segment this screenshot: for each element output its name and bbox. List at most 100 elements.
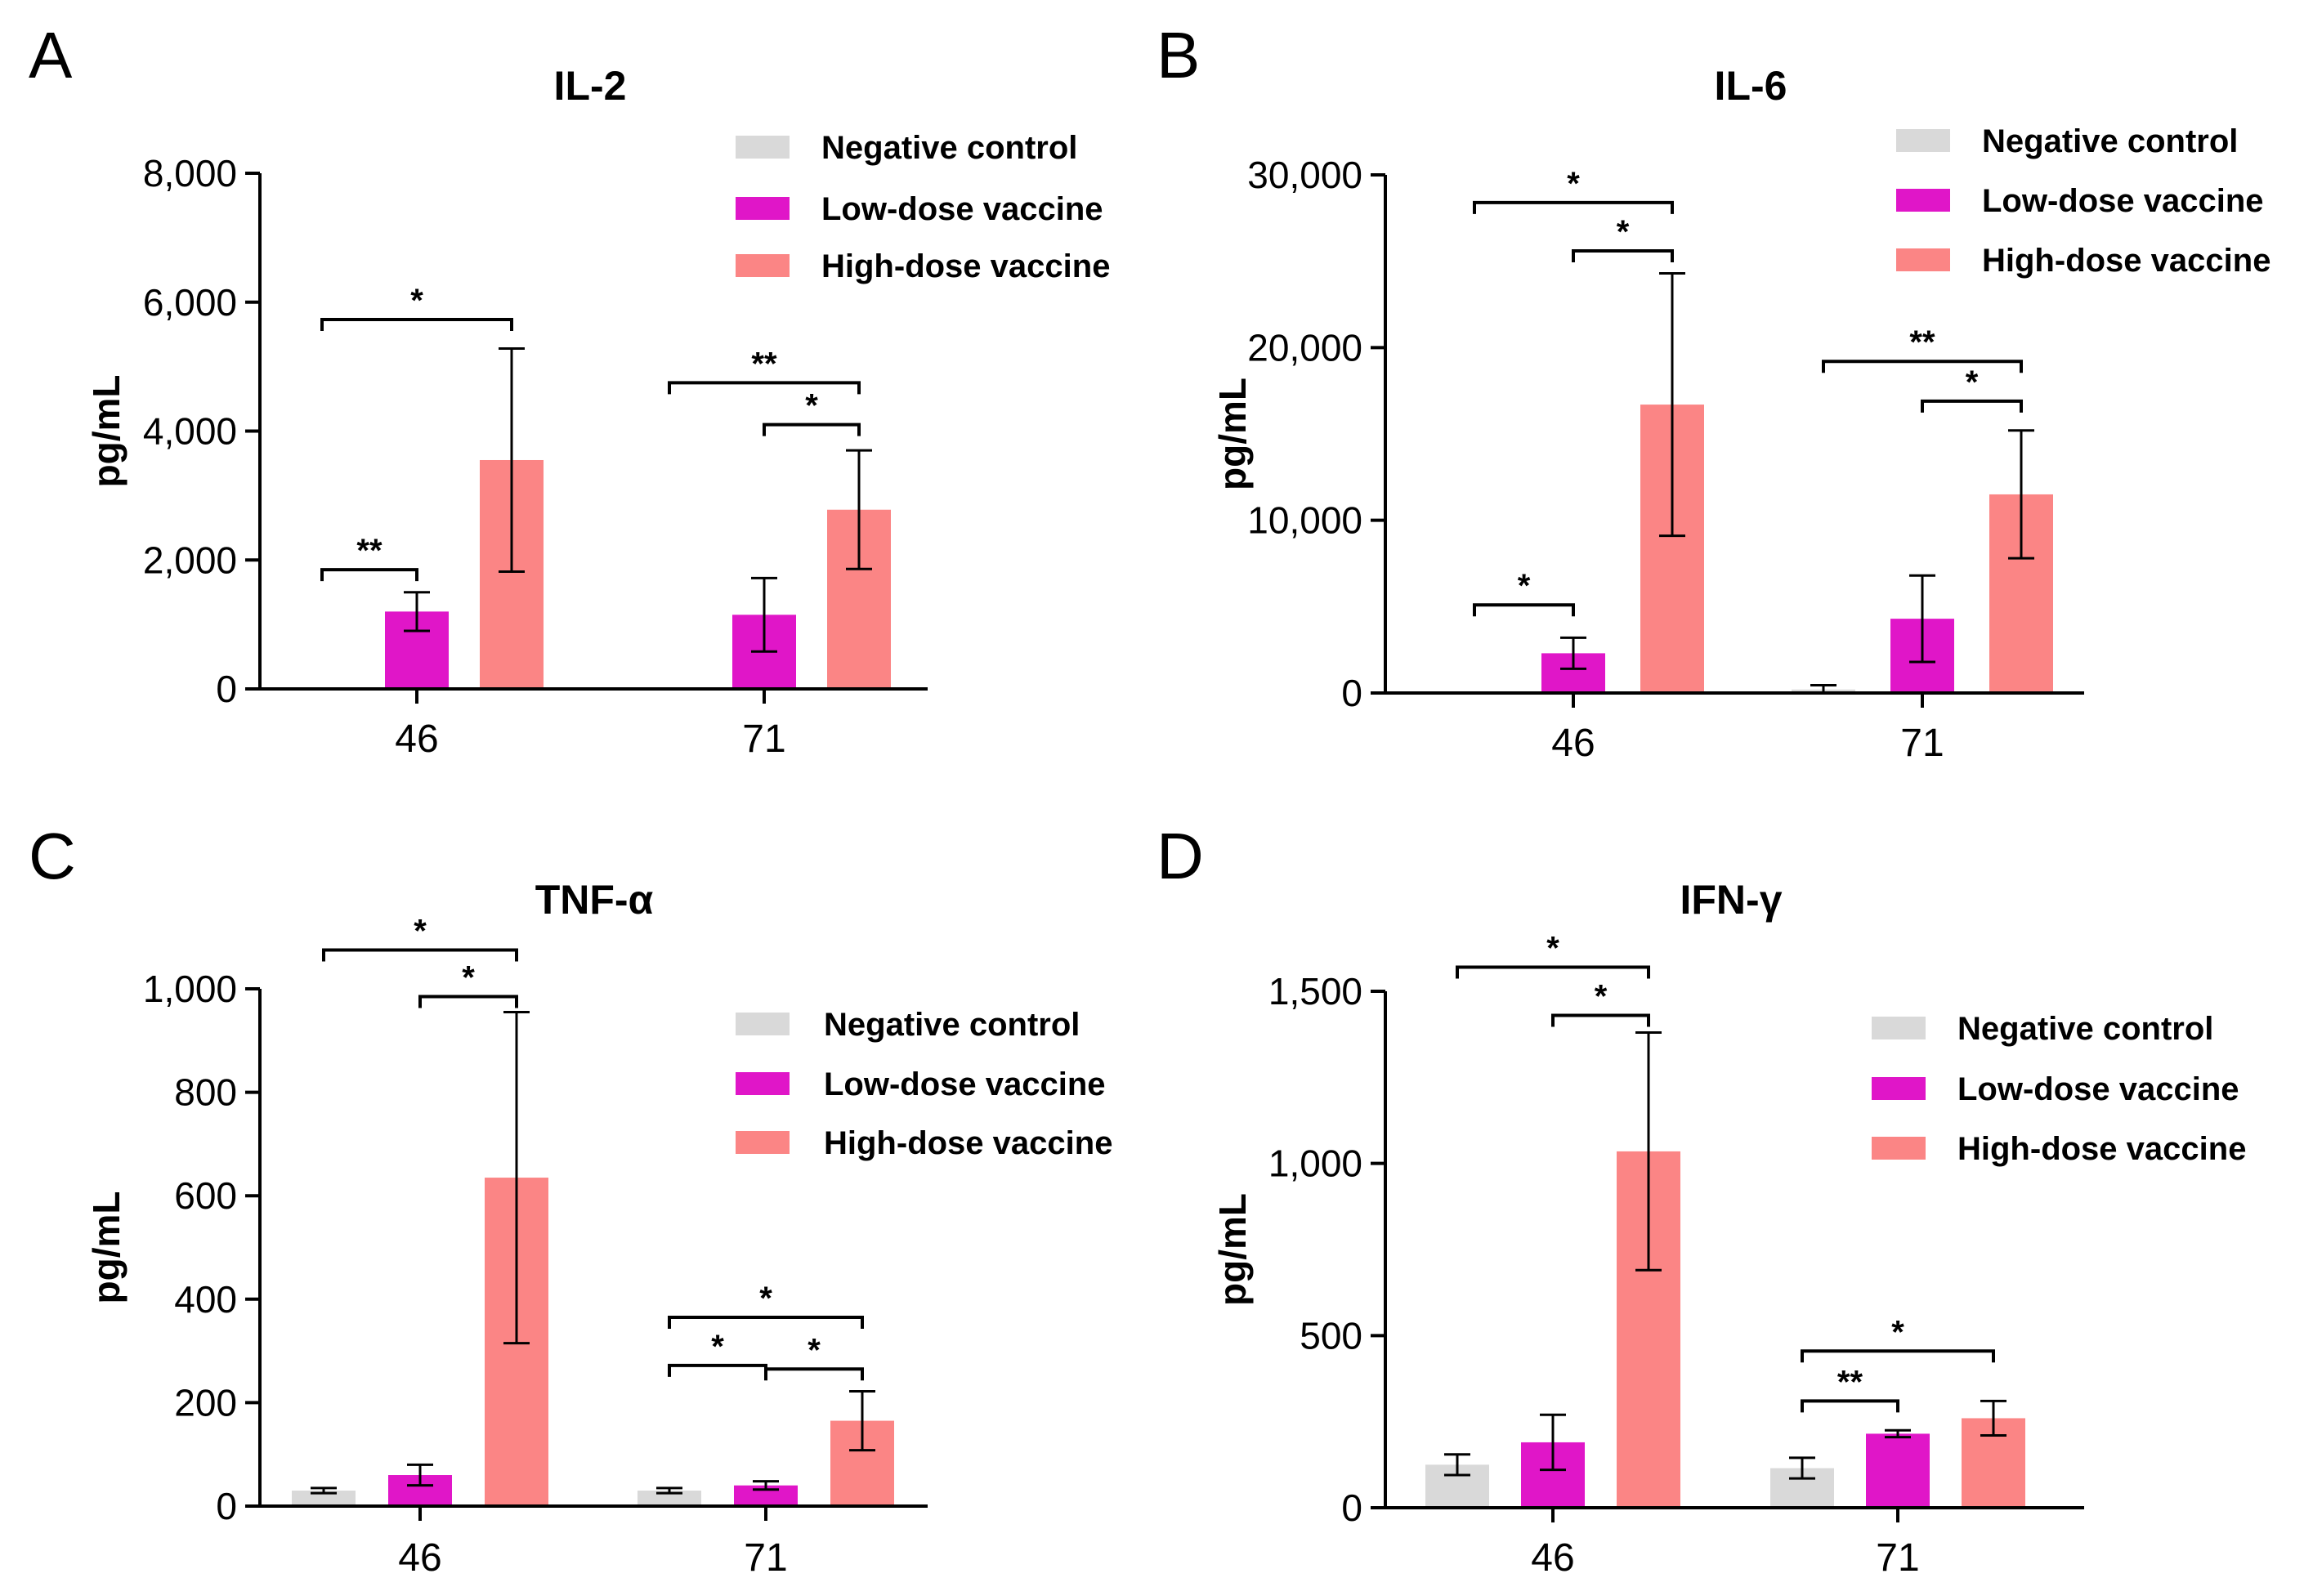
error-bar — [849, 1389, 875, 1452]
bar-negative-control-71 — [638, 1491, 701, 1506]
significance-bracket: ** — [668, 346, 861, 395]
legend-label: Negative control — [1957, 1011, 2213, 1047]
significance-bracket: * — [668, 1281, 864, 1329]
bracket-line — [1551, 1013, 1650, 1027]
error-bar — [1560, 636, 1586, 670]
significance-label: ** — [356, 533, 383, 569]
x-tick-label: 46 — [398, 1536, 441, 1580]
bar-negative-control-46 — [292, 1491, 356, 1506]
y-axis-label: pg/mL — [1211, 378, 1254, 490]
significance-bracket: * — [1572, 214, 1674, 262]
y-tick-label: 0 — [216, 668, 237, 710]
y-axis-label: pg/mL — [1211, 1193, 1254, 1306]
legend-label: Low-dose vaccine — [824, 1066, 1106, 1102]
x-tick-label: 46 — [1531, 1536, 1574, 1580]
error-bar — [404, 591, 430, 633]
x-tick-label: 46 — [1551, 722, 1595, 765]
error-bar — [1659, 271, 1685, 538]
y-tick-label: 4,000 — [143, 410, 237, 453]
error-bar — [2008, 429, 2034, 560]
bracket-line — [320, 318, 513, 332]
legend-swatch — [736, 254, 790, 277]
error-bar — [1980, 1399, 2006, 1437]
significance-label: * — [805, 388, 818, 424]
legend-swatch — [1896, 189, 1950, 212]
x-tick-label: 71 — [744, 1536, 787, 1580]
significance-bracket: * — [418, 959, 518, 1008]
bar-low-dose-vaccine-71 — [1866, 1433, 1930, 1508]
error-bar — [1540, 1413, 1566, 1472]
legend-label: High-dose vaccine — [1982, 243, 2270, 279]
error-bar — [1789, 1456, 1815, 1480]
panel-c: C TNF-α pg/mL 0 200 400 600 800 1,000 46 71 * * * * * Ne… — [29, 820, 1112, 1580]
panel-letter: D — [1156, 820, 1204, 892]
y-tick-label: 6,000 — [143, 281, 237, 324]
significance-bracket: * — [1551, 978, 1650, 1027]
bracket-line — [668, 1315, 864, 1329]
x-tick-label: 71 — [1900, 722, 1944, 765]
bracket-line — [1473, 200, 1674, 214]
chart-title: IFN-γ — [1680, 877, 1783, 923]
bracket-line — [322, 948, 518, 962]
significance-label: * — [462, 959, 475, 995]
y-tick-label: 600 — [174, 1174, 237, 1217]
y-tick-label: 2,000 — [143, 539, 237, 581]
y-tick-label: 0 — [216, 1485, 237, 1527]
y-axis-label: pg/mL — [85, 1191, 128, 1304]
significance-label: * — [1518, 568, 1531, 604]
y-tick-label: 0 — [1341, 1486, 1362, 1529]
bracket-line — [1822, 360, 2023, 373]
legend-swatch — [736, 1013, 790, 1035]
legend-swatch — [1872, 1077, 1926, 1100]
significance-label: * — [414, 914, 427, 950]
significance-label: * — [1617, 214, 1630, 250]
panel-letter: B — [1156, 19, 1200, 92]
legend-label: Low-dose vaccine — [821, 191, 1103, 227]
legend-swatch — [736, 1131, 790, 1154]
y-tick-label: 30,000 — [1247, 154, 1362, 196]
y-tick-label: 500 — [1300, 1314, 1362, 1357]
legend-swatch — [1896, 129, 1950, 152]
bracket-line — [1801, 1349, 1995, 1363]
error-bar — [656, 1486, 682, 1495]
significance-bracket: * — [1801, 1314, 1995, 1363]
error-bar — [407, 1463, 433, 1487]
error-bar — [499, 347, 525, 573]
significance-label: * — [1595, 978, 1608, 1014]
bracket-line — [764, 1367, 864, 1381]
significance-label: * — [1546, 931, 1559, 967]
bracket-line — [1473, 603, 1575, 617]
x-tick-label: 71 — [742, 718, 785, 761]
significance-bracket: * — [668, 1329, 767, 1377]
significance-bracket: * — [763, 388, 861, 436]
y-tick-label: 8,000 — [143, 152, 237, 194]
y-tick-label: 200 — [174, 1381, 237, 1424]
bracket-line — [1921, 399, 2023, 413]
legend-swatch — [1872, 1017, 1926, 1039]
y-tick-label: 20,000 — [1247, 326, 1362, 369]
significance-bracket: ** — [1822, 324, 2023, 373]
error-bar — [1635, 1031, 1662, 1272]
legend-swatch — [736, 197, 790, 220]
significance-bracket: * — [322, 914, 518, 962]
error-bar — [1885, 1428, 1911, 1439]
y-tick-label: 10,000 — [1247, 499, 1362, 542]
legend-label: Low-dose vaccine — [1957, 1071, 2239, 1107]
bracket-line — [668, 381, 861, 395]
significance-label: * — [759, 1281, 772, 1317]
y-tick-label: 1,000 — [143, 968, 237, 1010]
significance-bracket: * — [1473, 568, 1575, 617]
legend-swatch — [1872, 1137, 1926, 1160]
significance-bracket: * — [1473, 166, 1674, 214]
significance-label: * — [808, 1332, 821, 1368]
legend-label: High-dose vaccine — [824, 1125, 1112, 1161]
error-bar — [753, 1480, 779, 1491]
legend: Negative control Low-dose vaccine High-dos… — [1896, 123, 2270, 279]
legend-swatch — [1896, 248, 1950, 271]
chart-title: IL-6 — [1715, 63, 1787, 109]
error-bar — [846, 449, 872, 570]
